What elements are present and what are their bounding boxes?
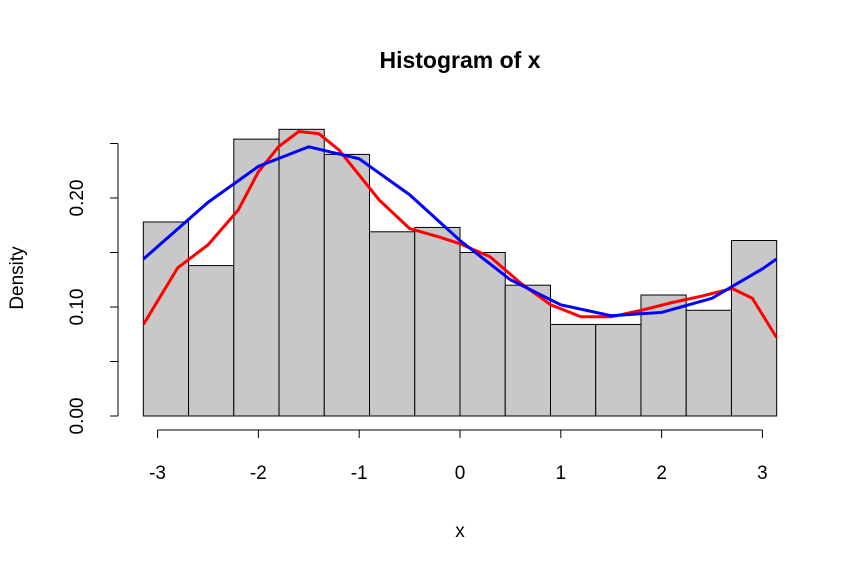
- x-tick-label: 2: [656, 463, 667, 484]
- bar: [685, 309, 732, 417]
- y-tick-label: 0.00: [67, 398, 88, 435]
- bar: [323, 153, 371, 417]
- chart-title: Histogram of x: [379, 47, 540, 73]
- bar: [414, 226, 461, 417]
- density-curve: [142, 145, 778, 318]
- bar: [188, 265, 235, 417]
- x-tick-label: 0: [455, 463, 466, 484]
- bar: [369, 231, 416, 417]
- bar: [142, 221, 190, 417]
- bar: [278, 128, 325, 417]
- x-tick-label: 1: [556, 463, 567, 484]
- bar: [640, 294, 687, 417]
- x-tick-label: -2: [250, 463, 267, 484]
- x-tick-label: -1: [351, 463, 368, 484]
- density-curve: [142, 129, 778, 339]
- bar: [233, 138, 280, 417]
- bar: [549, 323, 597, 417]
- y-tick-label: 0.20: [67, 180, 88, 217]
- bar: [595, 323, 642, 417]
- x-tick-label: -3: [149, 463, 166, 484]
- bar: [459, 252, 506, 417]
- y-axis-label: Density: [7, 246, 28, 310]
- x-axis-label: x: [455, 521, 465, 542]
- x-tick-label: 3: [757, 463, 768, 484]
- y-tick-label: 0.10: [67, 289, 88, 326]
- bar: [504, 284, 551, 417]
